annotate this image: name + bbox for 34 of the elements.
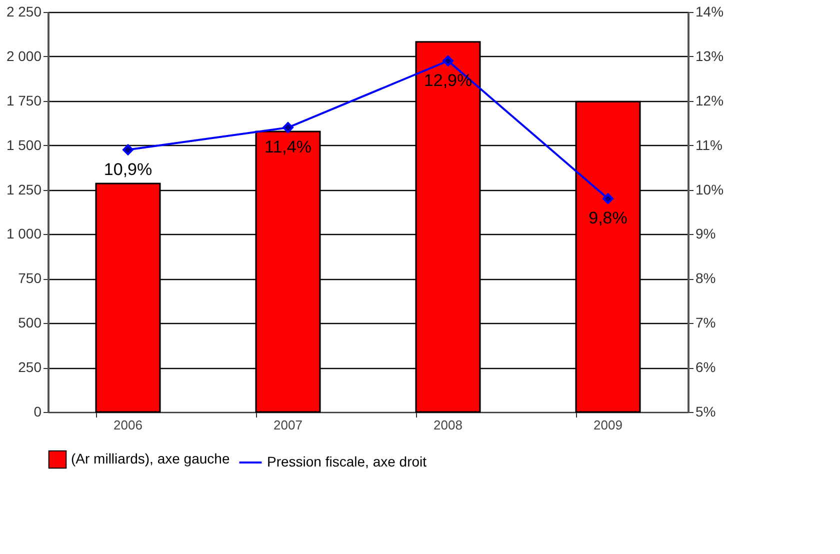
y2-tick-label: 6% <box>696 359 716 376</box>
y2-tick-label: 11% <box>696 136 722 153</box>
point <box>122 144 134 156</box>
y-tick-label: 1 750 <box>6 92 42 108</box>
y-tick-label: 1 500 <box>6 136 42 153</box>
y-tick-label: 2 000 <box>6 48 42 64</box>
y-tick-label: 250 <box>18 359 42 376</box>
x-tick-label: 2006 <box>114 418 142 432</box>
y2-tick-label: 14% <box>696 4 724 20</box>
point <box>442 55 454 66</box>
y2-tick-label: 10% <box>696 181 724 198</box>
point <box>602 193 614 204</box>
y2-tick-label: 9% <box>696 226 716 242</box>
data-label: 9,8% <box>588 208 628 228</box>
y2-tick-label: 8% <box>696 270 716 286</box>
y-tick-label: 500 <box>18 314 42 331</box>
x-tick-label: 2008 <box>434 418 462 432</box>
y-tick-label: 0 <box>34 404 42 420</box>
y-tick-label: 1 000 <box>6 226 42 242</box>
y2-tick-label: 5% <box>696 404 716 420</box>
y-tick-label: 1 250 <box>6 181 42 198</box>
point <box>282 122 294 134</box>
y2-tick-label: 12% <box>696 92 724 108</box>
y-tick-label: 750 <box>18 270 42 286</box>
legend-label: (Ar milliards), axe gauche <box>71 450 230 466</box>
data-label: 12,9% <box>424 70 472 90</box>
y2-tick-label: 7% <box>696 314 716 331</box>
data-label: 10,9% <box>104 160 152 179</box>
legend-label: Pression fiscale, axe droit <box>267 454 427 470</box>
y-tick-label: 2 250 <box>6 4 42 20</box>
y2-tick-label: 13% <box>696 48 724 64</box>
x-tick-label: 2009 <box>594 418 622 432</box>
x-tick-label: 2007 <box>274 418 302 432</box>
data-label: 11,4% <box>264 138 312 157</box>
